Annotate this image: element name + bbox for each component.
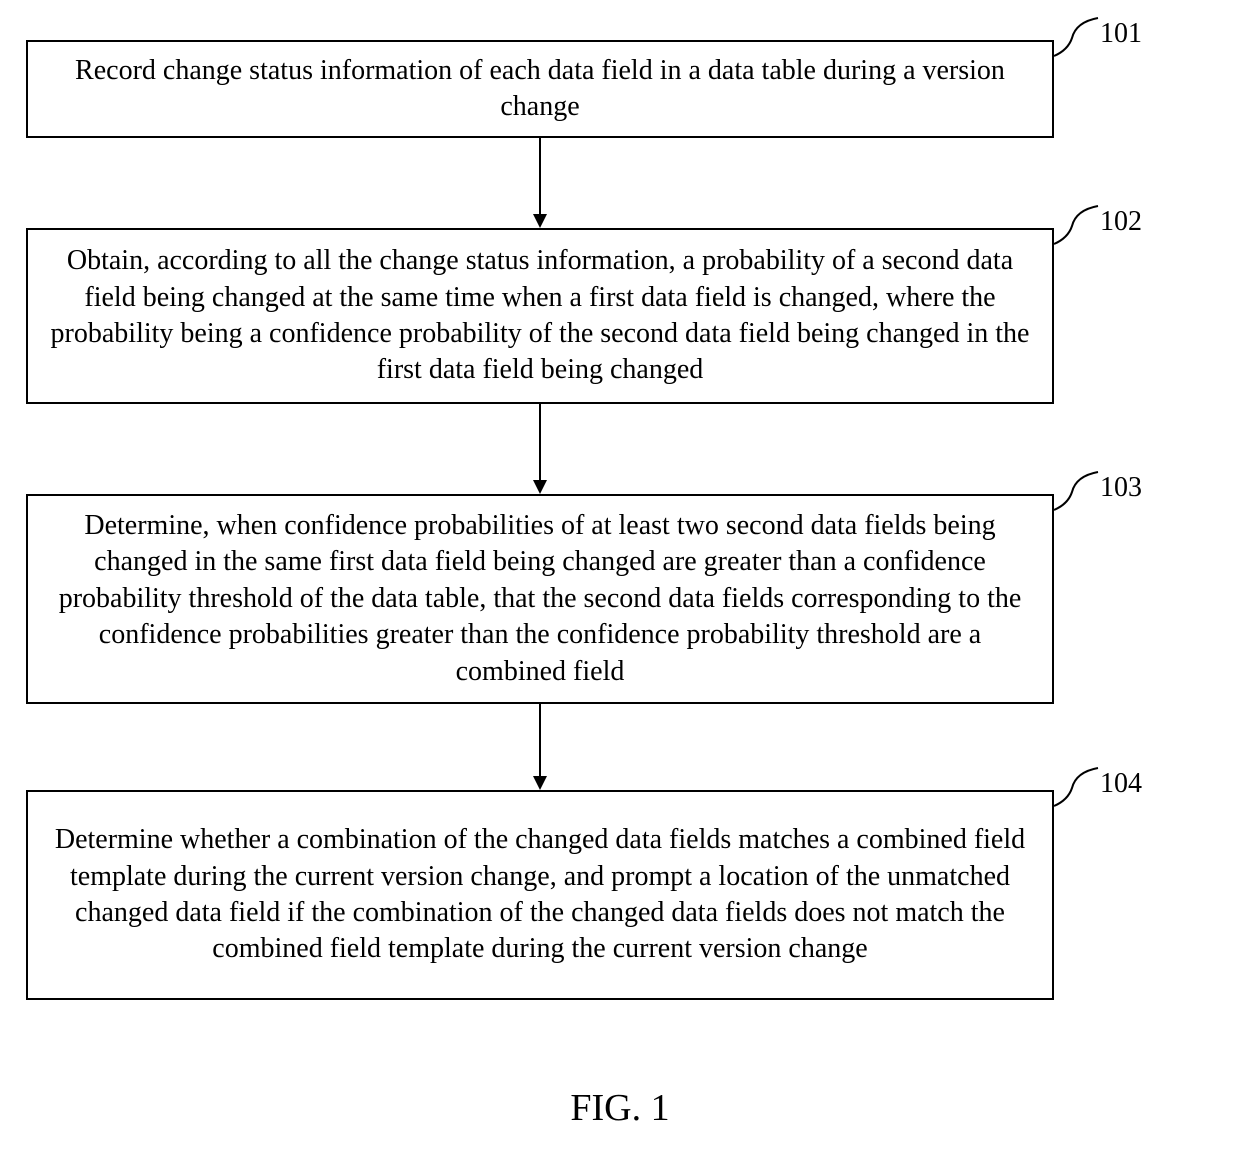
arrow-103-104 <box>530 704 550 792</box>
step-box-101: Record change status information of each… <box>26 40 1054 138</box>
step-box-102: Obtain, according to all the change stat… <box>26 228 1054 404</box>
label-curve-103 <box>1052 470 1100 514</box>
arrow-101-102 <box>530 138 550 230</box>
step-label-101: 101 <box>1100 18 1142 50</box>
label-curve-101 <box>1052 16 1100 60</box>
label-curve-104 <box>1052 766 1100 810</box>
step-text-104: Determine whether a combination of the c… <box>46 822 1034 968</box>
step-label-103: 103 <box>1100 472 1142 504</box>
step-box-104: Determine whether a combination of the c… <box>26 790 1054 1000</box>
step-text-102: Obtain, according to all the change stat… <box>46 243 1034 389</box>
step-label-102: 102 <box>1100 206 1142 238</box>
step-box-103: Determine, when confidence probabilities… <box>26 494 1054 704</box>
step-text-103: Determine, when confidence probabilities… <box>46 508 1034 690</box>
step-text-101: Record change status information of each… <box>46 53 1034 126</box>
figure-caption: FIG. 1 <box>570 1086 669 1130</box>
step-label-104: 104 <box>1100 768 1142 800</box>
label-curve-102 <box>1052 204 1100 248</box>
flowchart-container: Record change status information of each… <box>0 0 1240 1166</box>
arrow-102-103 <box>530 404 550 496</box>
